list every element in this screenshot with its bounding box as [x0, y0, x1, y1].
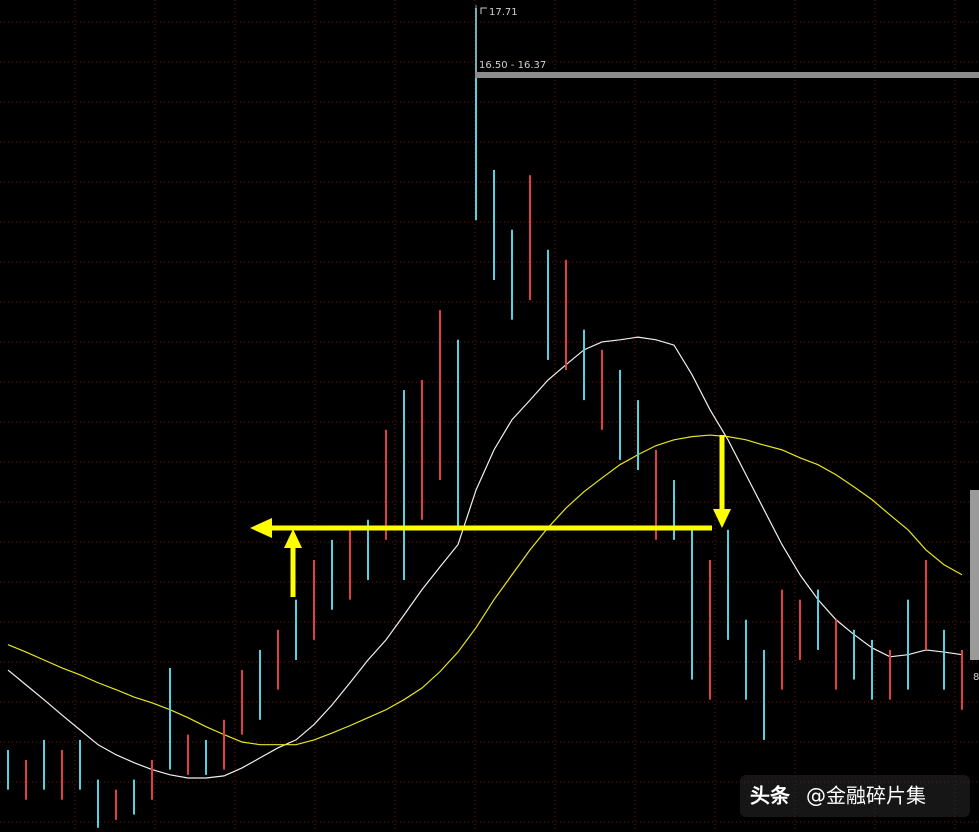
price-bar: [151, 760, 153, 800]
price-bar: [403, 390, 405, 581]
annotation-arrows: [250, 435, 731, 597]
price-bar: [817, 589, 819, 650]
price-bar: [421, 380, 423, 520]
price-bar: [547, 249, 549, 360]
price-bar: [853, 629, 855, 680]
price-bar: [889, 649, 891, 700]
arrow-head: [284, 529, 302, 548]
price-bar: [115, 789, 117, 820]
moving-averages: [7, 336, 963, 779]
price-bar: [187, 734, 189, 775]
price-bar: [907, 599, 909, 690]
price-bar: [871, 639, 873, 700]
watermark-logo: 头条: [750, 784, 791, 808]
price-bar: [475, 7, 477, 221]
price-bar: [655, 449, 657, 540]
range-bar: [475, 72, 979, 78]
arrow-head: [250, 518, 272, 538]
price-bar: [259, 649, 261, 720]
price-bar: [61, 749, 63, 800]
price-bar: [25, 760, 27, 800]
price-bar: [277, 629, 279, 690]
price-bar: [673, 480, 675, 540]
price-bar: [637, 400, 639, 470]
price-bar: [925, 559, 927, 650]
arrow-head: [713, 509, 731, 528]
price-bar: [367, 519, 369, 581]
price-bar: [79, 739, 81, 790]
price-bar: [781, 589, 783, 690]
price-bar: [169, 667, 171, 770]
price-bar: [799, 599, 801, 660]
range-label: 16.50 - 16.37: [479, 60, 546, 71]
price-bar: [385, 429, 387, 540]
price-bar: [493, 169, 495, 280]
price-bar: [349, 529, 351, 600]
price-bar: [205, 739, 207, 775]
peak-label: 17.71: [489, 7, 518, 18]
price-bar: [97, 779, 99, 828]
price-bar: [745, 619, 747, 700]
price-bar: [601, 349, 603, 430]
price-bar: [241, 670, 243, 735]
edge-box: [970, 490, 979, 660]
price-bar: [565, 259, 567, 370]
price-bar: [619, 369, 621, 460]
price-bar: [295, 599, 297, 660]
price-bar: [961, 649, 963, 710]
price-bar: [331, 539, 333, 610]
price-bar: [457, 339, 459, 530]
price-bar: [583, 329, 585, 401]
price-bar: [133, 779, 135, 815]
moving-average: [7, 434, 963, 746]
price-bar: [313, 559, 315, 640]
price-bar: [439, 310, 441, 481]
price-bar: [7, 749, 9, 790]
peak-marker: [480, 7, 487, 14]
price-bar: [943, 629, 945, 690]
watermark-account: @金融碎片集: [806, 784, 926, 808]
price-bar: [43, 739, 45, 790]
moving-average: [7, 336, 963, 779]
price-bar: [727, 529, 729, 640]
price-bars: [7, 7, 963, 828]
price-bar: [763, 649, 765, 740]
price-bar: [709, 559, 711, 700]
price-bar: [835, 619, 837, 690]
price-bar: [529, 175, 531, 301]
watermark-box: [740, 775, 970, 817]
price-bar: [223, 719, 225, 770]
price-bar: [691, 529, 693, 680]
edge-label: 8: [973, 672, 979, 683]
price-bar: [511, 229, 513, 320]
